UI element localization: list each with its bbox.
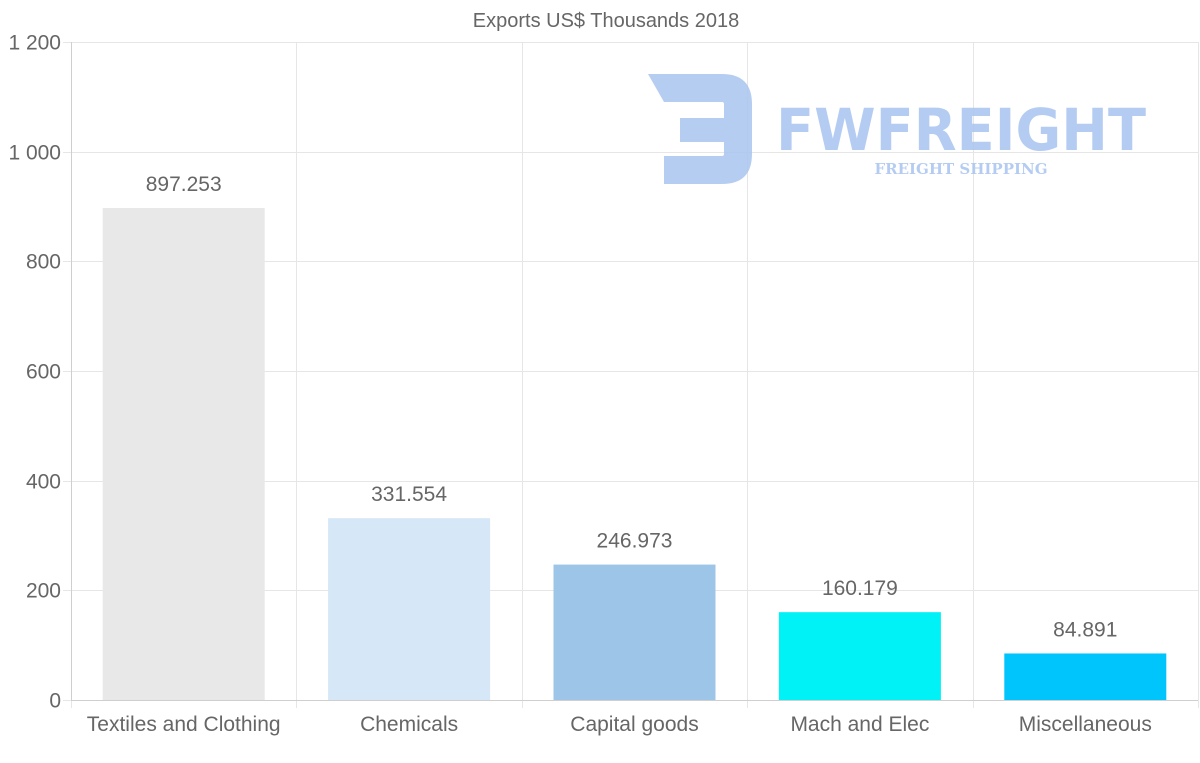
- y-tick-label: 1 000: [8, 142, 61, 165]
- y-tick-label: 400: [26, 471, 61, 494]
- bar[interactable]: [1004, 653, 1167, 700]
- x-tick-label: Capital goods: [570, 713, 698, 736]
- bar[interactable]: [328, 518, 491, 700]
- bar-value-label: 246.973: [597, 530, 673, 553]
- fwfreight-logo-icon: [648, 74, 752, 184]
- watermark-brand: FWFREIGHT: [776, 96, 1146, 164]
- x-tick-label: Chemicals: [360, 713, 458, 736]
- bar-value-label: 84.891: [1053, 618, 1117, 641]
- bar[interactable]: [553, 564, 716, 700]
- bar-value-label: 160.179: [822, 577, 898, 600]
- y-tick-label: 200: [26, 580, 61, 603]
- y-tick-label: 800: [26, 251, 61, 274]
- bars: [102, 208, 1167, 700]
- y-axis: 0 200 400 600 800 1 000 1 200: [8, 32, 72, 713]
- x-tick-label: Miscellaneous: [1019, 713, 1152, 736]
- chart-title: Exports US$ Thousands 2018: [473, 10, 739, 32]
- bar-value-label: 331.554: [371, 483, 447, 506]
- y-tick-label: 0: [49, 690, 61, 713]
- watermark-tagline: FREIGHT SHIPPING: [874, 160, 1047, 178]
- y-tick-label: 1 200: [8, 32, 61, 55]
- fwfreight-watermark: FWFREIGHT FREIGHT SHIPPING: [648, 74, 1146, 184]
- x-tick-label: Mach and Elec: [790, 713, 929, 736]
- bar[interactable]: [778, 612, 941, 700]
- bar-value-label: 897.253: [146, 173, 222, 196]
- x-axis: Textiles and Clothing Chemicals Capital go…: [71, 700, 1198, 736]
- bar[interactable]: [102, 208, 265, 700]
- data-labels: 897.253 331.554 246.973 160.179 84.891: [146, 173, 1118, 641]
- y-tick-label: 600: [26, 361, 61, 384]
- x-tick-label: Textiles and Clothing: [87, 713, 281, 736]
